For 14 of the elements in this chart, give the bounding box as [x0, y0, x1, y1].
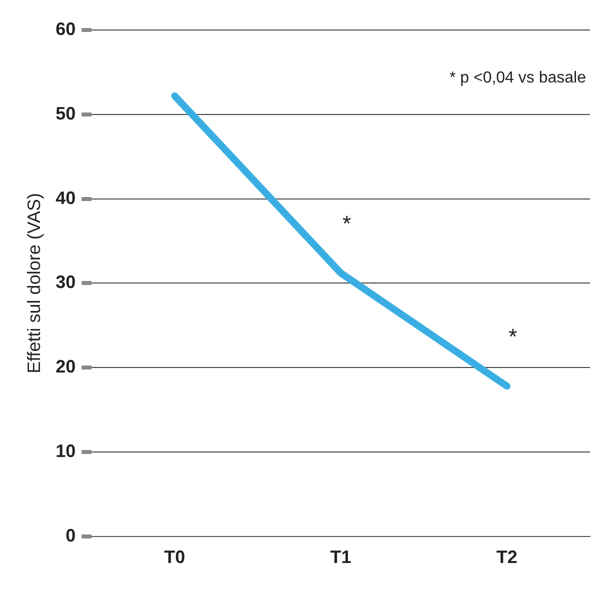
y-axis-title: Effetti sul dolore (VAS) [24, 192, 44, 374]
y-tick-label: 50 [56, 103, 76, 124]
annotation: * p <0,04 vs basale [449, 69, 586, 86]
y-tick-label: 10 [56, 440, 76, 461]
y-tick-label: 60 [56, 18, 76, 39]
y-tick-label: 20 [56, 356, 76, 377]
y-tick-label: 40 [56, 188, 76, 208]
data-label: * [508, 324, 518, 350]
x-tick-label: T2 [496, 547, 518, 568]
y-tick-label: 30 [56, 272, 76, 292]
x-tick-label: T1 [330, 547, 352, 568]
data-label: * [342, 211, 352, 236]
x-tick-label: T0 [164, 547, 186, 568]
y-tick-label: 0 [66, 525, 76, 546]
